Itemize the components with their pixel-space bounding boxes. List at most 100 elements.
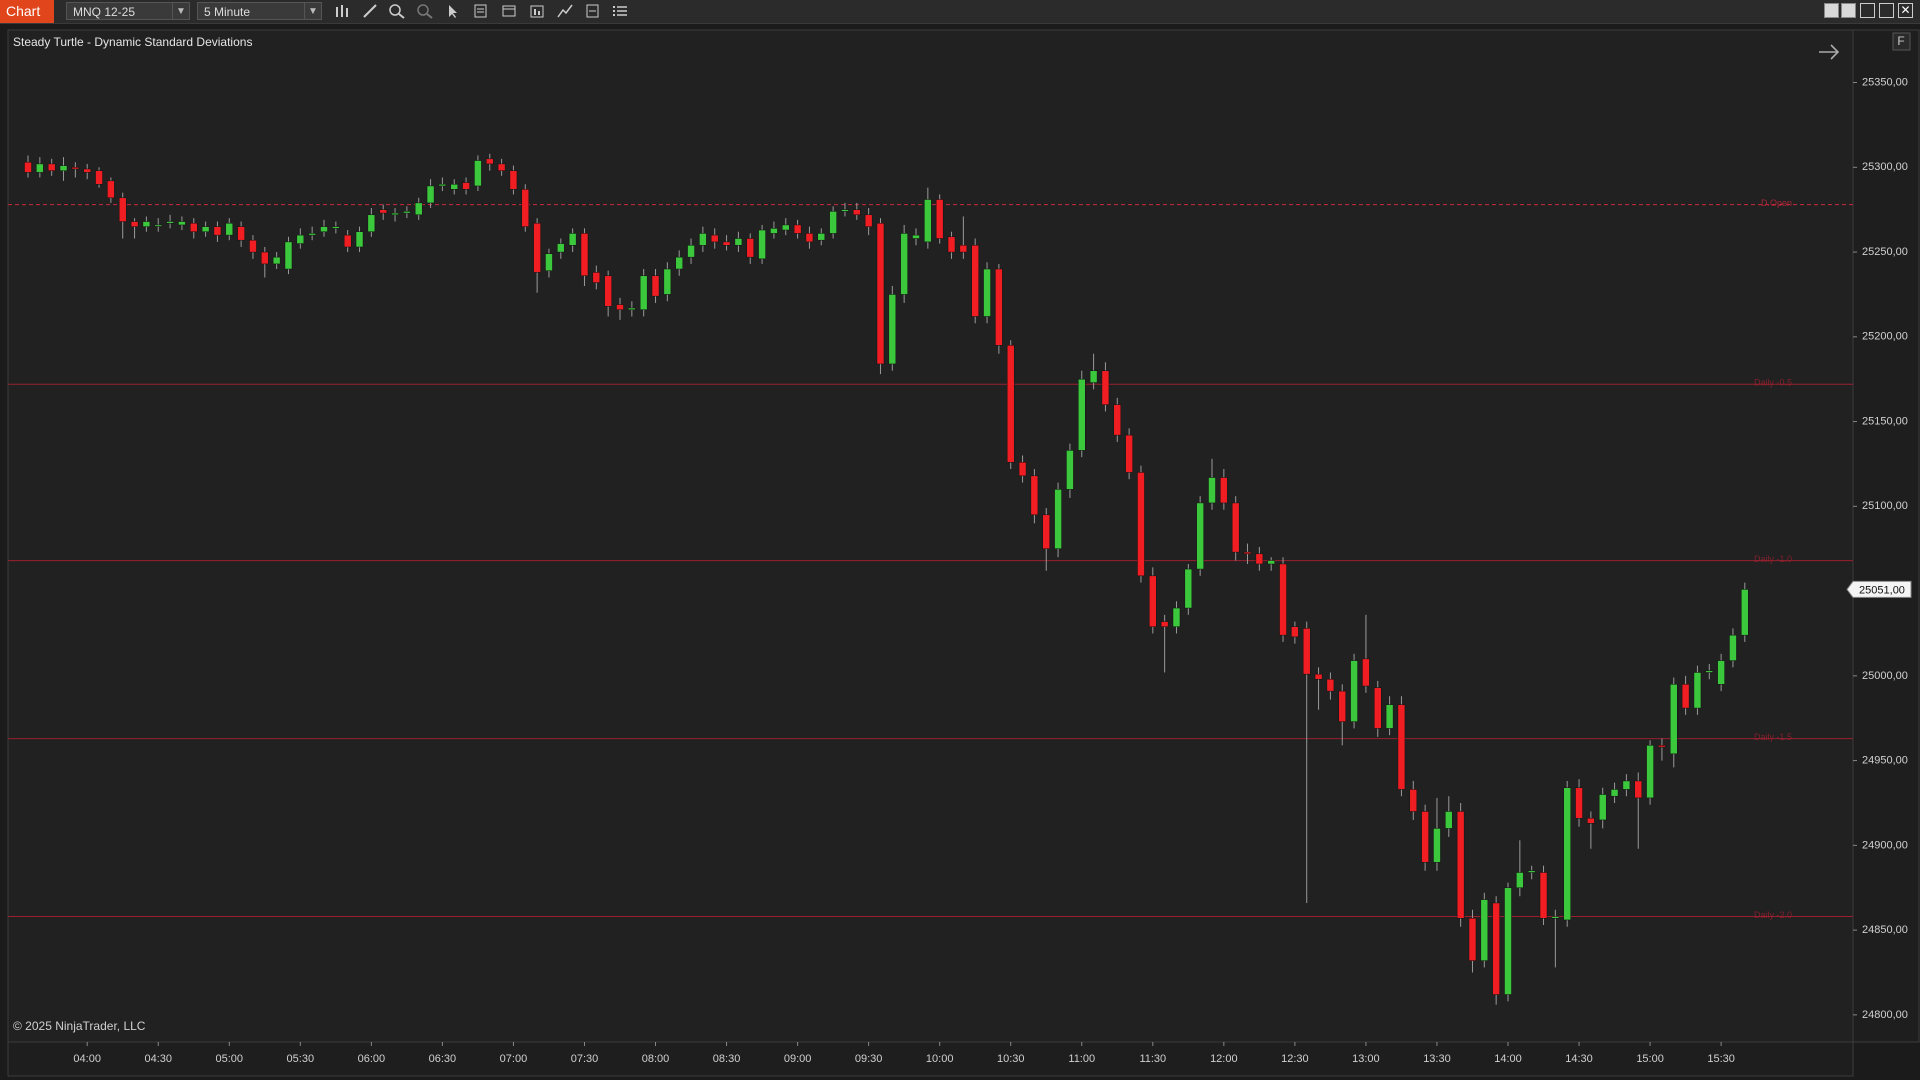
candle-body xyxy=(805,233,814,243)
zoom-in-icon[interactable] xyxy=(388,3,406,19)
instrument: MNQ 12-25 xyxy=(73,5,136,19)
y-tick-label: 24950,00 xyxy=(1862,755,1908,767)
zoom-out-icon[interactable] xyxy=(416,3,434,19)
candle-body xyxy=(1291,626,1299,638)
x-tick-label: 10:00 xyxy=(926,1053,954,1065)
candle-body xyxy=(888,294,897,365)
candle-body xyxy=(225,222,234,236)
candle-body xyxy=(166,221,174,224)
candle-body xyxy=(722,241,731,246)
x-tick-label: 09:30 xyxy=(855,1053,883,1065)
data-box-icon[interactable] xyxy=(472,3,490,19)
candle-body xyxy=(1374,687,1382,729)
candle-body xyxy=(1267,560,1275,565)
candle-body xyxy=(213,226,222,236)
candle-body xyxy=(95,170,103,185)
indicator-icon[interactable] xyxy=(556,3,574,19)
minimize-button[interactable] xyxy=(1860,3,1875,18)
candle-body xyxy=(793,224,802,234)
candle-body xyxy=(1113,404,1122,436)
interval: 5 Minute xyxy=(204,5,251,19)
x-tick-label: 06:00 xyxy=(358,1053,386,1065)
x-tick-label: 06:30 xyxy=(429,1053,457,1065)
instrument-select[interactable]: MNQ 12-25 ▼ xyxy=(66,2,190,20)
y-tick-label: 25150,00 xyxy=(1862,415,1908,427)
candle-body xyxy=(746,238,754,258)
candle-body xyxy=(1693,672,1702,709)
candle-body xyxy=(1089,370,1098,383)
candle-body xyxy=(1385,704,1394,729)
candle-body xyxy=(1338,690,1346,722)
candle-body xyxy=(1137,472,1145,577)
candle-body xyxy=(1421,811,1429,863)
y-tick-label: 25200,00 xyxy=(1862,331,1908,343)
candle-body xyxy=(367,214,376,232)
candle-body xyxy=(995,268,1003,346)
candle-body xyxy=(1184,568,1193,609)
interval-select[interactable]: 5 Minute ▼ xyxy=(197,2,322,20)
strategy-icon[interactable] xyxy=(528,3,546,19)
window-button[interactable] xyxy=(1824,3,1839,18)
candle-body xyxy=(403,211,411,214)
close-button[interactable]: ✕ xyxy=(1898,3,1913,18)
y-tick-label: 24850,00 xyxy=(1862,924,1908,936)
scroll-arrow[interactable] xyxy=(1819,44,1840,60)
bars-icon[interactable] xyxy=(333,3,351,19)
candle-body xyxy=(1741,589,1749,636)
copyright: © 2025 NinjaTrader, LLC xyxy=(13,1019,146,1033)
candle-body xyxy=(1456,811,1465,919)
maximize-button[interactable] xyxy=(1879,3,1894,18)
candle-body xyxy=(734,238,743,246)
y-tick-label: 25000,00 xyxy=(1862,670,1908,682)
window-button[interactable] xyxy=(1841,3,1856,18)
draw-icon[interactable] xyxy=(361,3,379,19)
candle-body xyxy=(947,236,956,253)
candle-body xyxy=(1149,575,1157,627)
candle-body xyxy=(1670,684,1678,755)
candle-body xyxy=(1042,514,1050,549)
candle-body xyxy=(1717,660,1725,685)
candle-body xyxy=(1598,794,1607,821)
candle-body xyxy=(71,167,80,170)
candle-body xyxy=(983,268,991,317)
level-label: Daily -2.0 xyxy=(1754,910,1792,920)
candle-body xyxy=(1397,704,1406,790)
candle-body xyxy=(1314,673,1323,680)
candle-body xyxy=(1468,918,1477,961)
candle-body xyxy=(426,185,435,204)
chart: Steady Turtle - Dynamic Standard Deviati… xyxy=(7,29,1920,1077)
y-tick-label: 25100,00 xyxy=(1862,500,1908,512)
x-tick-label: 14:30 xyxy=(1565,1053,1593,1065)
candle-body xyxy=(935,199,944,239)
candle-body xyxy=(829,211,837,234)
chart-tab[interactable]: Chart xyxy=(0,0,54,23)
properties-icon[interactable] xyxy=(500,3,518,19)
candle-body xyxy=(1516,872,1524,888)
last-price-marker xyxy=(1846,580,1912,598)
candle-body xyxy=(580,233,589,277)
list-icon[interactable] xyxy=(612,3,630,19)
y-tick-label: 25300,00 xyxy=(1862,161,1908,173)
candle-body xyxy=(237,226,245,241)
candle-body xyxy=(1006,345,1015,463)
candle-body xyxy=(841,209,849,212)
y-tick-label: 25350,00 xyxy=(1862,76,1908,88)
template-icon[interactable] xyxy=(584,3,602,19)
candle-body xyxy=(770,228,778,234)
candle-body xyxy=(864,214,873,227)
level-label: Daily -1.0 xyxy=(1754,554,1792,564)
candle-body xyxy=(557,243,565,253)
last-price-label: 25051,00 xyxy=(1859,584,1905,596)
candles xyxy=(24,153,1749,1005)
pointer-icon[interactable] xyxy=(444,3,462,19)
candle-body xyxy=(308,233,316,236)
candle-body xyxy=(414,202,423,216)
candle-body xyxy=(1409,789,1418,812)
f-button[interactable] xyxy=(1892,32,1911,51)
y-tick-label: 25250,00 xyxy=(1862,246,1908,258)
y-tick-label: 24900,00 xyxy=(1862,839,1908,851)
candle-body xyxy=(391,212,399,216)
candle-body xyxy=(1634,780,1642,799)
candle-body xyxy=(154,224,162,227)
candle-body xyxy=(616,304,624,310)
